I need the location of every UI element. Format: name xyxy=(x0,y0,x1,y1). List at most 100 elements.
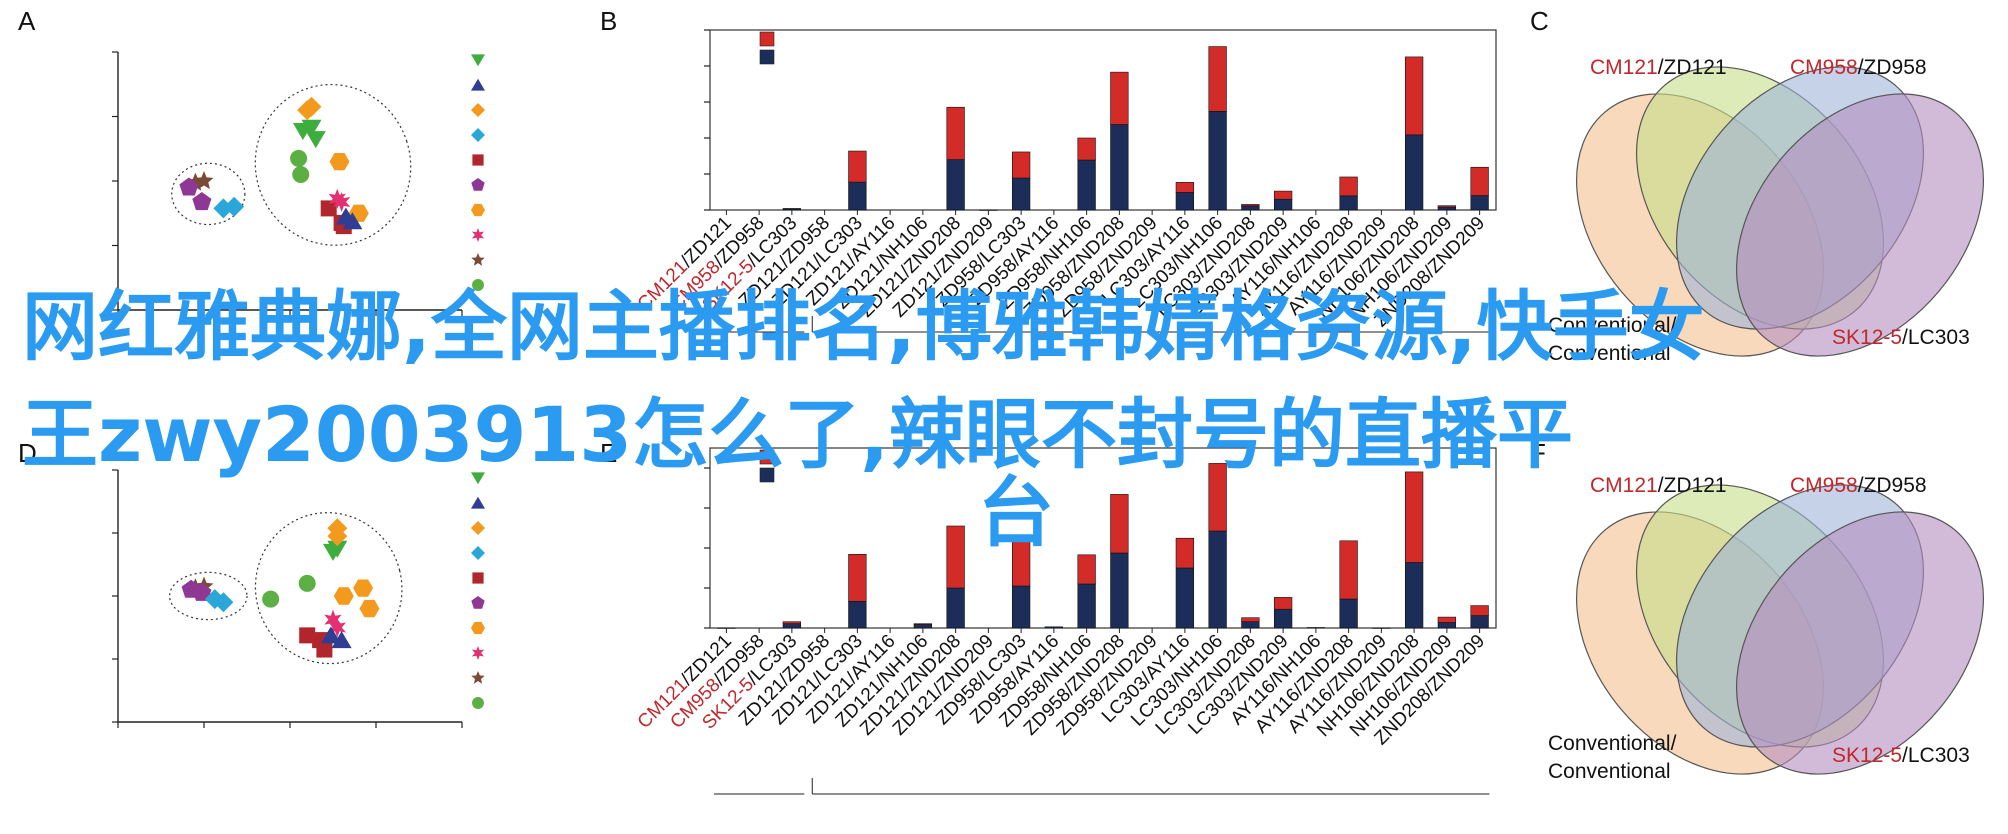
legend-marker-zd958 xyxy=(471,646,485,660)
data-point-cm121 xyxy=(331,631,352,649)
legend-swatch-upregulated xyxy=(759,31,775,47)
plot-frame xyxy=(709,447,1497,629)
bar-downregulated xyxy=(1339,598,1358,629)
venn-set-label-2-rest: /ZD958 xyxy=(1858,56,1927,79)
data-point-sk12-5 xyxy=(192,192,212,211)
venn-set-label-2-red-part: CM958 xyxy=(1790,56,1858,79)
data-point-ay116 xyxy=(305,131,326,149)
bar-upregulated xyxy=(946,525,965,589)
data-point-znd209 xyxy=(292,166,310,184)
bar-upregulated xyxy=(1339,540,1358,600)
venn-set-label-3-red-part: SK12-5 xyxy=(1832,744,1902,767)
legend-marker-znd208 xyxy=(471,671,485,684)
data-point-znd209 xyxy=(290,149,308,167)
data-point-cm121 xyxy=(342,212,363,230)
data-point-zd121 xyxy=(329,153,350,171)
bar-upregulated xyxy=(1110,494,1129,554)
data-point-ay116 xyxy=(301,119,322,137)
bar-upregulated xyxy=(1175,537,1195,569)
bar-upregulated xyxy=(848,553,867,602)
venn-set-label-1: CM121/ZD121 xyxy=(1590,474,1727,497)
venn-set-4 xyxy=(1735,511,1985,775)
venn-set-label-4-line1: Conventional/ xyxy=(1548,732,1677,755)
panel-letter-c: C xyxy=(1530,6,1549,36)
venn-set-label-4: Conventional/Conventional xyxy=(1548,732,1677,783)
bar-upregulated xyxy=(1077,137,1096,161)
legend-marker-sk12-5 xyxy=(471,178,485,191)
legend-marker-zd121 xyxy=(471,621,485,635)
data-point-znd209 xyxy=(298,574,316,592)
bar-downregulated xyxy=(1175,567,1195,629)
legend-marker-nh106 xyxy=(471,521,485,535)
bar-downregulated xyxy=(1241,621,1260,629)
bar-upregulated xyxy=(1437,205,1457,208)
pca-legend-d xyxy=(471,472,485,709)
bar-downregulated xyxy=(946,159,965,211)
data-point-lc303 xyxy=(213,592,234,613)
cluster-ellipse xyxy=(254,512,403,665)
data-point-sk12-5 xyxy=(192,582,212,601)
bar-upregulated xyxy=(1470,166,1489,196)
legend-marker-sk12-5 xyxy=(471,596,485,609)
bar-downregulated xyxy=(1011,585,1031,629)
venn-set-label-4-line2: Conventional xyxy=(1548,760,1671,783)
bar-downregulated xyxy=(1044,626,1064,629)
plot-frame xyxy=(709,29,1497,211)
bar-upregulated xyxy=(946,106,965,160)
data-point-cm121 xyxy=(320,626,341,644)
bar-upregulated xyxy=(1110,71,1129,125)
legend-marker-cm121 xyxy=(471,78,485,91)
venn-set-label-4-line2: Conventional xyxy=(1548,342,1671,365)
bar-upregulated xyxy=(1077,554,1096,585)
bar-upregulated xyxy=(1273,190,1293,200)
bar-downregulated xyxy=(1273,608,1293,629)
data-point-znd209 xyxy=(262,590,280,608)
venn-set-label-3-rest: /LC303 xyxy=(1902,744,1970,767)
bar-downregulated xyxy=(1273,198,1293,211)
bar-downregulated xyxy=(946,587,965,629)
data-point-lc303 xyxy=(224,196,245,217)
bar-upregulated xyxy=(1208,46,1227,112)
bar-downregulated xyxy=(1470,195,1489,211)
venn-set-label-1-red-part: CM121 xyxy=(1590,474,1658,497)
legend-marker-lc303 xyxy=(471,546,485,560)
bar-upregulated xyxy=(782,621,802,625)
bar-downregulated xyxy=(848,181,867,211)
bar-upregulated xyxy=(1339,176,1358,197)
bar-downregulated xyxy=(1208,530,1227,629)
bar-downregulated xyxy=(1175,192,1195,211)
data-point-nh106 xyxy=(301,96,322,117)
venn-set-label-1-rest: /ZD121 xyxy=(1658,474,1727,497)
legend-marker-ay116 xyxy=(471,54,485,67)
pca-panel-d xyxy=(112,469,463,728)
panel-letter-f: F xyxy=(1530,438,1546,468)
venn-set-label-1-rest: /ZD121 xyxy=(1658,56,1727,79)
legend-swatch-downregulated xyxy=(759,49,775,65)
bar-downregulated xyxy=(1404,562,1424,629)
legend-swatch-downregulated xyxy=(759,467,775,483)
legend-marker-cm121 xyxy=(471,496,485,509)
bar-upregulated xyxy=(1208,463,1227,532)
bar-downregulated xyxy=(1306,627,1326,629)
cluster-ellipse xyxy=(254,83,412,246)
bar-downregulated xyxy=(1404,134,1424,211)
data-point-zd121 xyxy=(333,587,354,605)
bar-downregulated xyxy=(1011,177,1031,211)
venn-set-label-2-rest: /ZD958 xyxy=(1858,474,1927,497)
bar-downregulated xyxy=(1437,206,1457,211)
bar-upregulated xyxy=(1470,605,1489,616)
legend-marker-znd208 xyxy=(471,253,485,266)
bar-downregulated xyxy=(1110,124,1129,211)
bar-upregulated xyxy=(782,208,802,210)
venn-set-label-4-line1: Conventional/ xyxy=(1548,314,1677,337)
data-point-sk12-5 xyxy=(179,177,199,196)
bar-downregulated xyxy=(1110,552,1129,629)
data-point-cm958 xyxy=(320,200,337,217)
data-point-zd121 xyxy=(353,579,374,597)
bar-upregulated xyxy=(1241,204,1260,207)
bar-downregulated xyxy=(1241,205,1260,211)
bar-upregulated xyxy=(1404,56,1424,136)
data-point-zd958 xyxy=(328,617,346,638)
bar-upregulated xyxy=(1404,471,1424,563)
